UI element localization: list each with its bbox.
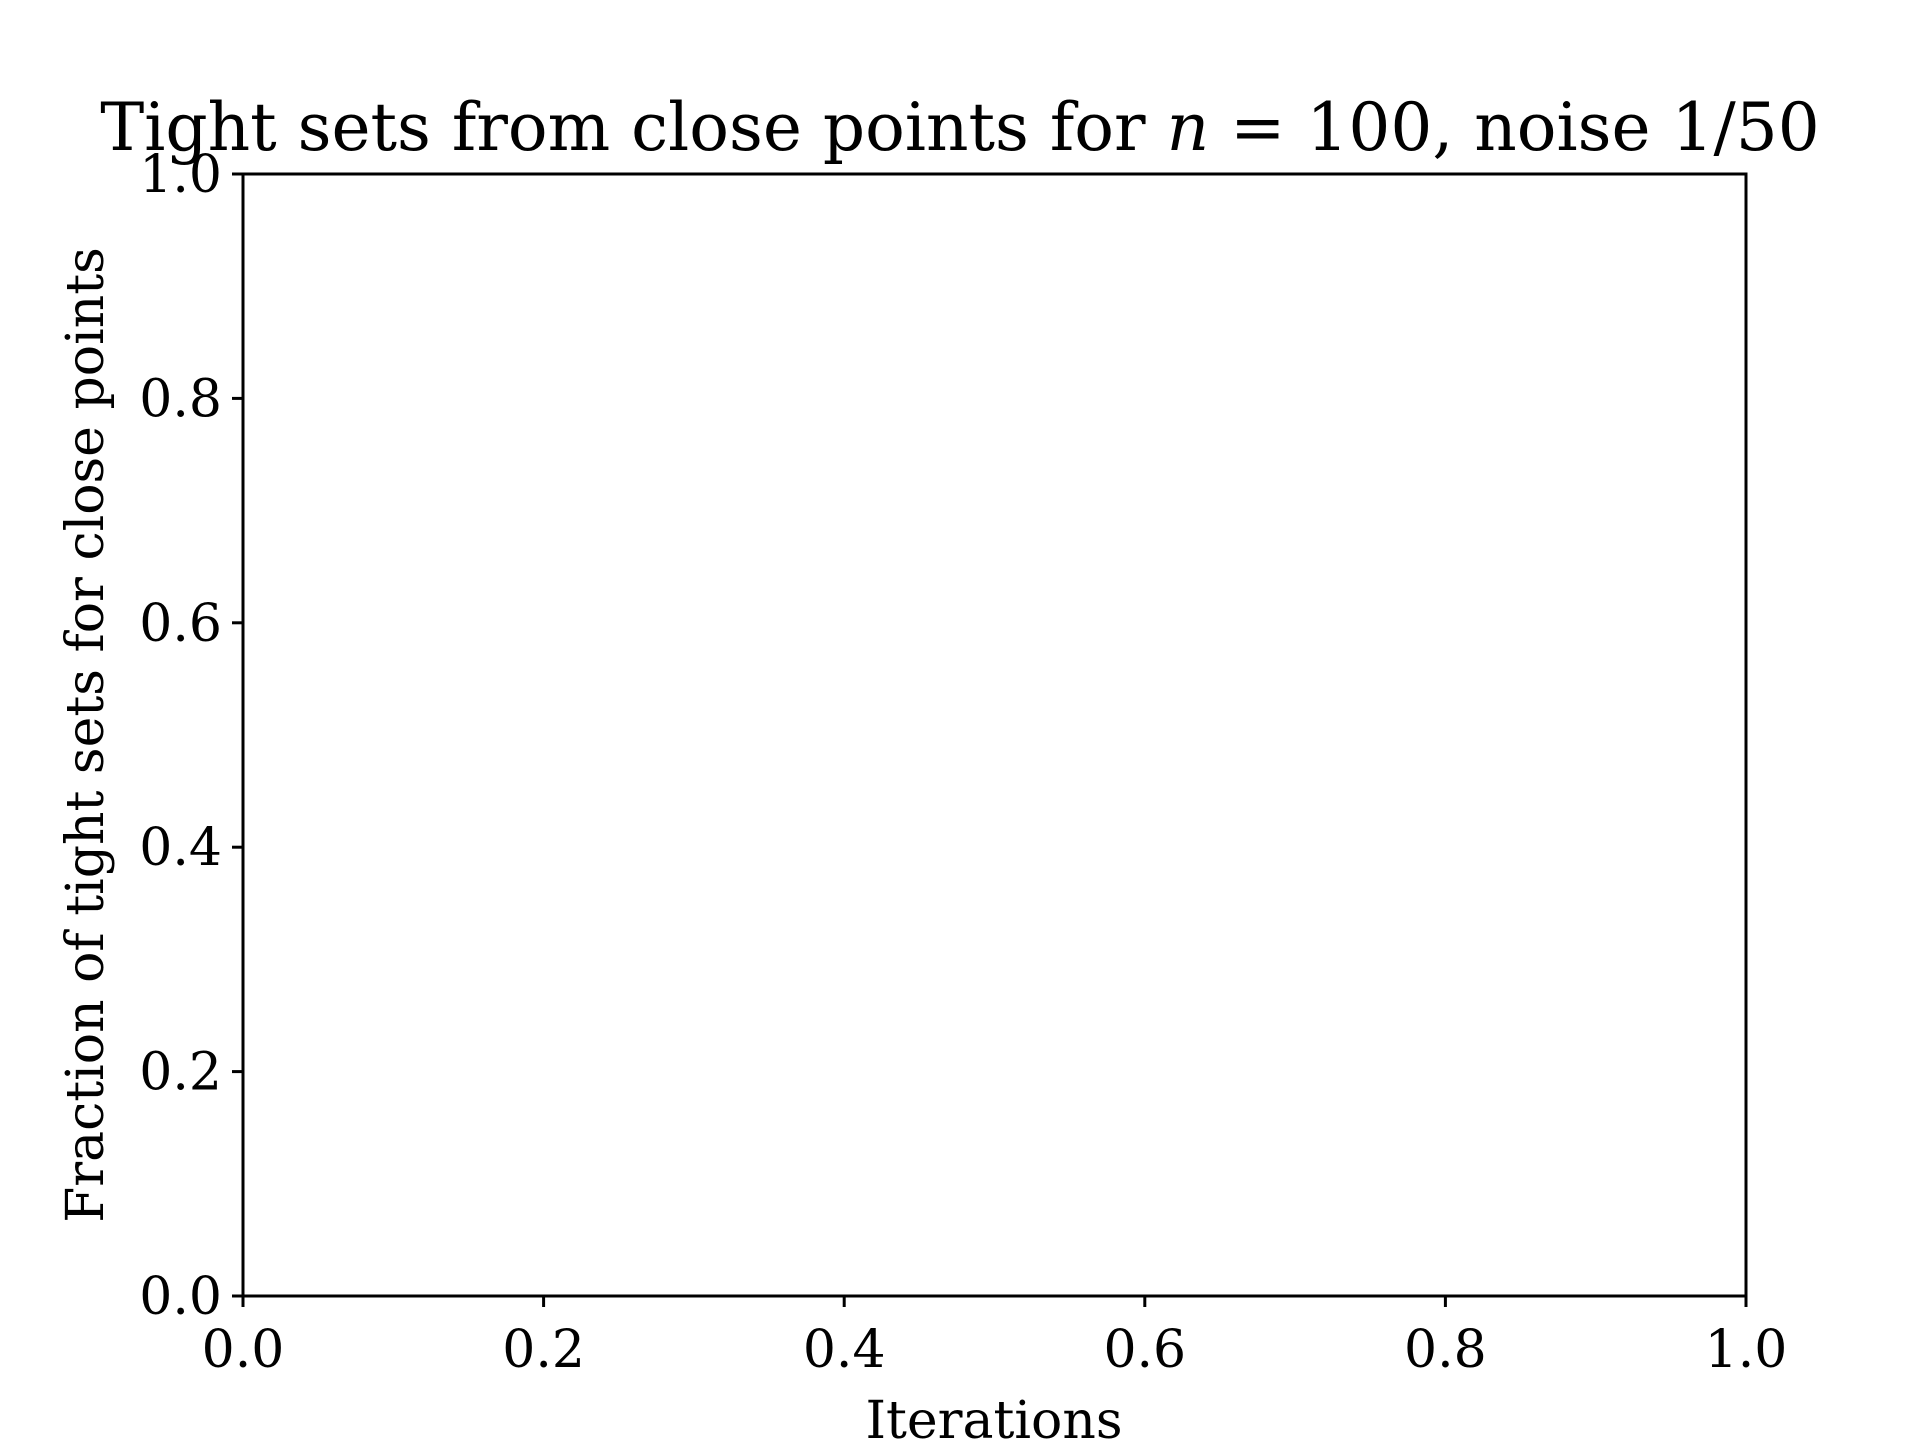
chart-title: Tight sets from close points for n = 100… (100, 89, 1820, 166)
y-tick-label: 0.8 (139, 369, 222, 429)
y-tick-label: 0.2 (139, 1043, 222, 1103)
x-tick-label: 0.2 (502, 1320, 585, 1380)
y-axis-label: Fraction of tight sets for close points (56, 247, 116, 1223)
chart-title-variable: n (1167, 89, 1210, 166)
y-tick-label: 0.4 (139, 818, 222, 878)
y-axis-ticks: 0.0 0.2 0.4 0.6 0.8 1.0 (139, 145, 243, 1327)
chart-title-prefix: Tight sets from close points for (100, 89, 1166, 166)
x-tick-label: 0.6 (1103, 1320, 1186, 1380)
x-tick-label: 0.8 (1404, 1320, 1487, 1380)
y-tick-label: 0.0 (139, 1267, 222, 1327)
x-tick-label: 0.4 (803, 1320, 886, 1380)
x-axis-ticks: 0.0 0.2 0.4 0.6 0.8 1.0 (202, 1296, 1788, 1380)
y-tick-label: 1.0 (139, 145, 222, 205)
y-tick-label: 0.6 (139, 594, 222, 654)
plot-frame (241, 172, 1748, 1298)
x-tick-label: 1.0 (1705, 1320, 1788, 1380)
x-axis-label: Iterations (865, 1391, 1122, 1440)
chart-title-suffix: = 100, noise 1/50 (1209, 89, 1820, 166)
x-tick-label: 0.0 (202, 1320, 285, 1380)
